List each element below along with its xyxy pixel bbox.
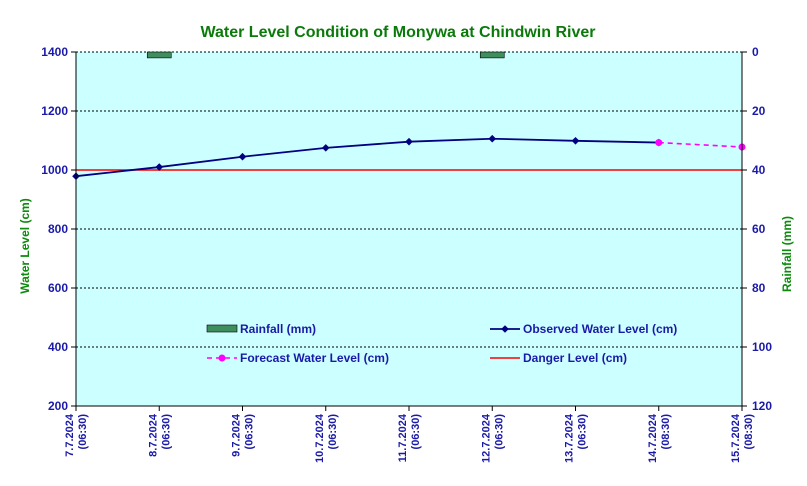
x-tick-date: 7.7.2024 bbox=[64, 413, 76, 457]
legend-label: Forecast Water Level (cm) bbox=[240, 351, 389, 365]
legend-marker bbox=[501, 325, 509, 333]
x-tick-time: (06:30) bbox=[493, 414, 505, 450]
observed-point bbox=[321, 144, 330, 152]
legend-item: Danger Level (cm) bbox=[490, 351, 627, 365]
rainfall-bar bbox=[146, 51, 172, 59]
x-tick-label: 9.7.2024(06:30) bbox=[231, 413, 256, 457]
y-tick-label: 800 bbox=[48, 222, 68, 236]
x-tick-time: (06:30) bbox=[77, 414, 89, 450]
y-tick-label: 600 bbox=[48, 281, 68, 295]
observed-point bbox=[155, 163, 164, 171]
x-tick-time: (06:30) bbox=[410, 414, 422, 450]
rainfall-bars bbox=[146, 51, 505, 59]
y2-tick-label: 100 bbox=[752, 340, 772, 354]
left-axis-ticks: 200 400 600 800 1000 1200 1400 bbox=[41, 45, 76, 413]
x-tick-date: 14.7.2024 bbox=[647, 413, 659, 463]
x-tick-label: 11.7.2024(06:30) bbox=[397, 413, 422, 462]
chart-title: Water Level Condition of Monywa at Chind… bbox=[201, 24, 596, 41]
observed-point bbox=[571, 136, 580, 145]
legend-marker bbox=[218, 354, 226, 362]
x-tick-date: 11.7.2024 bbox=[397, 413, 409, 462]
legend-label: Rainfall (mm) bbox=[240, 322, 316, 336]
x-tick-time: (06:30) bbox=[577, 414, 589, 450]
x-tick-time: (08:30) bbox=[743, 414, 755, 450]
y-tick-label: 1400 bbox=[41, 45, 68, 59]
x-tick-time: (06:30) bbox=[244, 414, 256, 450]
legend-label: Danger Level (cm) bbox=[523, 351, 627, 365]
y2-tick-label: 20 bbox=[752, 104, 766, 118]
y2-tick-label: 0 bbox=[752, 45, 759, 59]
y-axis-title: Water Level (cm) bbox=[18, 198, 32, 294]
y-tick-label: 200 bbox=[48, 399, 68, 413]
legend-item: Observed Water Level (cm) bbox=[490, 322, 677, 336]
rainfall-bar bbox=[479, 51, 505, 59]
forecast-point bbox=[655, 139, 663, 147]
observed-line bbox=[75, 137, 659, 178]
x-tick-date: 8.7.2024 bbox=[147, 413, 159, 457]
legend-label: Observed Water Level (cm) bbox=[523, 322, 677, 336]
y2-axis-title: Rainfall (mm) bbox=[780, 216, 794, 292]
right-axis-ticks: 0 20 40 60 80 100 120 bbox=[742, 45, 772, 413]
y2-tick-label: 60 bbox=[752, 222, 766, 236]
x-tick-label: 12.7.2024(06:30) bbox=[480, 413, 505, 463]
x-tick-time: (06:30) bbox=[160, 414, 172, 450]
legend: Rainfall (mm) Observed Water Level (cm) Fo… bbox=[206, 322, 677, 365]
y-tick-label: 1200 bbox=[41, 104, 68, 118]
observed-point bbox=[238, 152, 247, 161]
x-tick-label: 13.7.2024(06:30) bbox=[564, 413, 589, 463]
legend-item: Rainfall (mm) bbox=[206, 322, 316, 336]
x-tick-label: 10.7.2024(06:30) bbox=[314, 413, 339, 463]
y2-tick-label: 120 bbox=[752, 399, 772, 413]
observed-point bbox=[405, 137, 413, 146]
observed-point bbox=[488, 134, 497, 143]
forecast-line bbox=[658, 141, 743, 148]
x-tick-time: (06:30) bbox=[327, 414, 339, 450]
x-axis-ticks: 7.7.2024(06:30) 8.7.2024(06:30) 9.7.2024(0… bbox=[64, 406, 755, 463]
x-tick-label: 14.7.2024(08:30) bbox=[647, 413, 672, 463]
x-tick-time: (08:30) bbox=[660, 414, 672, 450]
x-tick-label: 7.7.2024(06:30) bbox=[64, 413, 89, 457]
x-tick-date: 12.7.2024 bbox=[480, 413, 492, 463]
x-tick-date: 15.7.2024 bbox=[730, 413, 742, 463]
y2-tick-label: 80 bbox=[752, 281, 766, 295]
legend-swatch bbox=[206, 324, 238, 333]
y-tick-label: 1000 bbox=[41, 163, 68, 177]
y-tick-label: 400 bbox=[48, 340, 68, 354]
x-tick-date: 13.7.2024 bbox=[564, 413, 576, 463]
x-tick-date: 10.7.2024 bbox=[314, 413, 326, 463]
y2-tick-label: 40 bbox=[752, 163, 766, 177]
x-tick-label: 15.7.2024(08:30) bbox=[730, 413, 755, 463]
x-tick-label: 8.7.2024(06:30) bbox=[147, 413, 172, 457]
x-tick-date: 9.7.2024 bbox=[231, 413, 243, 457]
legend-item: Forecast Water Level (cm) bbox=[207, 351, 389, 365]
